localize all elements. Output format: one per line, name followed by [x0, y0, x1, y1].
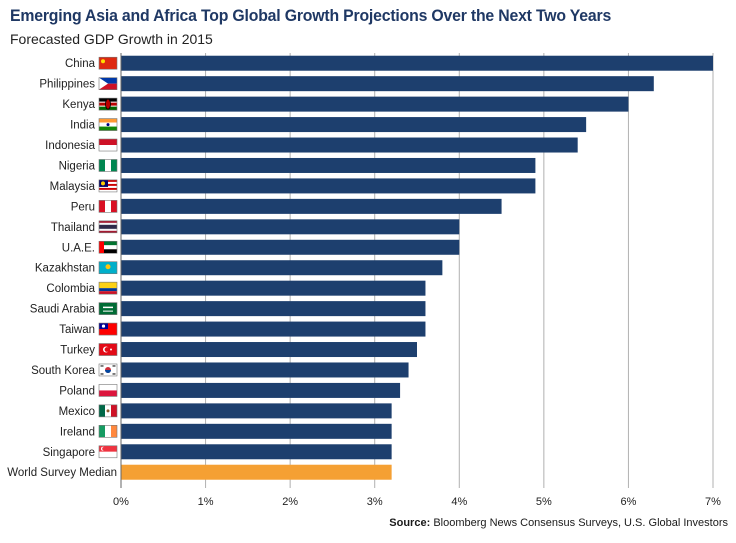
x-tick-label: 6%	[620, 496, 636, 508]
category-label: Poland	[59, 385, 95, 397]
x-tick-label: 2%	[282, 496, 298, 508]
x-tick-label: 3%	[367, 496, 383, 508]
source-note: Source: Bloomberg News Consensus Surveys…	[389, 517, 728, 529]
nigeria-flag-icon	[98, 159, 118, 172]
south-korea-flag-icon	[98, 363, 118, 377]
taiwan-flag-icon	[98, 322, 118, 336]
indonesia-flag-icon	[98, 138, 118, 152]
chart-subtitle: Forecasted GDP Growth in 2015	[10, 31, 213, 47]
bar	[121, 55, 713, 71]
bar	[121, 444, 392, 460]
bar	[121, 382, 401, 398]
uae-flag-icon	[98, 240, 118, 254]
mexico-flag-icon	[98, 404, 118, 418]
category-label: China	[65, 58, 96, 70]
category-label: Philippines	[39, 79, 95, 91]
bar	[121, 157, 536, 173]
india-flag-icon	[98, 118, 118, 131]
bar	[121, 219, 460, 235]
bar	[121, 137, 578, 153]
bar	[121, 301, 426, 317]
category-label: Nigeria	[59, 160, 96, 172]
bar	[121, 117, 587, 133]
chart-title: Emerging Asia and Africa Top Global Grow…	[10, 6, 612, 25]
kenya-flag-icon	[98, 97, 118, 111]
category-label: Ireland	[60, 426, 95, 438]
category-label: Colombia	[46, 283, 95, 295]
category-label: Peru	[71, 201, 95, 213]
x-tick-label: 5%	[536, 496, 552, 508]
bar	[121, 342, 417, 358]
peru-flag-icon	[98, 200, 118, 213]
category-label: Indonesia	[45, 140, 95, 152]
bar	[121, 260, 443, 276]
bar	[121, 178, 536, 194]
saudi-arabia-flag-icon	[98, 302, 118, 315]
poland-flag-icon	[98, 384, 118, 397]
category-label: Kenya	[62, 99, 95, 111]
malaysia-flag-icon	[98, 179, 118, 193]
category-label: Taiwan	[59, 324, 95, 336]
category-label: India	[70, 120, 96, 132]
x-tick-label: 0%	[113, 496, 129, 508]
bar	[121, 362, 409, 378]
x-tick-label: 7%	[705, 496, 721, 508]
category-label: Turkey	[60, 345, 95, 357]
bar	[121, 239, 460, 255]
category-label: Singapore	[43, 447, 95, 459]
category-label: U.A.E.	[62, 242, 95, 254]
bar	[121, 198, 502, 214]
bar	[121, 280, 426, 296]
kazakhstan-flag-icon	[98, 261, 118, 275]
bar	[121, 76, 654, 92]
median-bar	[121, 464, 392, 480]
singapore-flag-icon	[98, 445, 118, 459]
category-label: Kazakhstan	[35, 263, 95, 275]
ireland-flag-icon	[98, 425, 118, 438]
bar	[121, 423, 392, 439]
source-label: Source:	[389, 517, 431, 529]
thailand-flag-icon	[98, 220, 118, 234]
bar	[121, 403, 392, 419]
x-tick-label: 1%	[198, 496, 214, 508]
philippines-flag-icon	[98, 77, 118, 90]
bar	[121, 321, 426, 337]
category-label: Thailand	[51, 222, 95, 234]
x-tick-label: 4%	[451, 496, 467, 508]
category-label: World Survey Median	[7, 467, 117, 479]
turkey-flag-icon	[98, 343, 118, 356]
category-label: Saudi Arabia	[30, 304, 96, 316]
colombia-flag-icon	[98, 281, 118, 295]
bar	[121, 96, 629, 112]
category-label: Mexico	[59, 406, 95, 418]
china-flag-icon	[98, 56, 118, 70]
source-text: Bloomberg News Consensus Surveys, U.S. G…	[433, 517, 728, 529]
category-label: Malaysia	[50, 181, 96, 193]
category-label: South Korea	[31, 365, 96, 377]
